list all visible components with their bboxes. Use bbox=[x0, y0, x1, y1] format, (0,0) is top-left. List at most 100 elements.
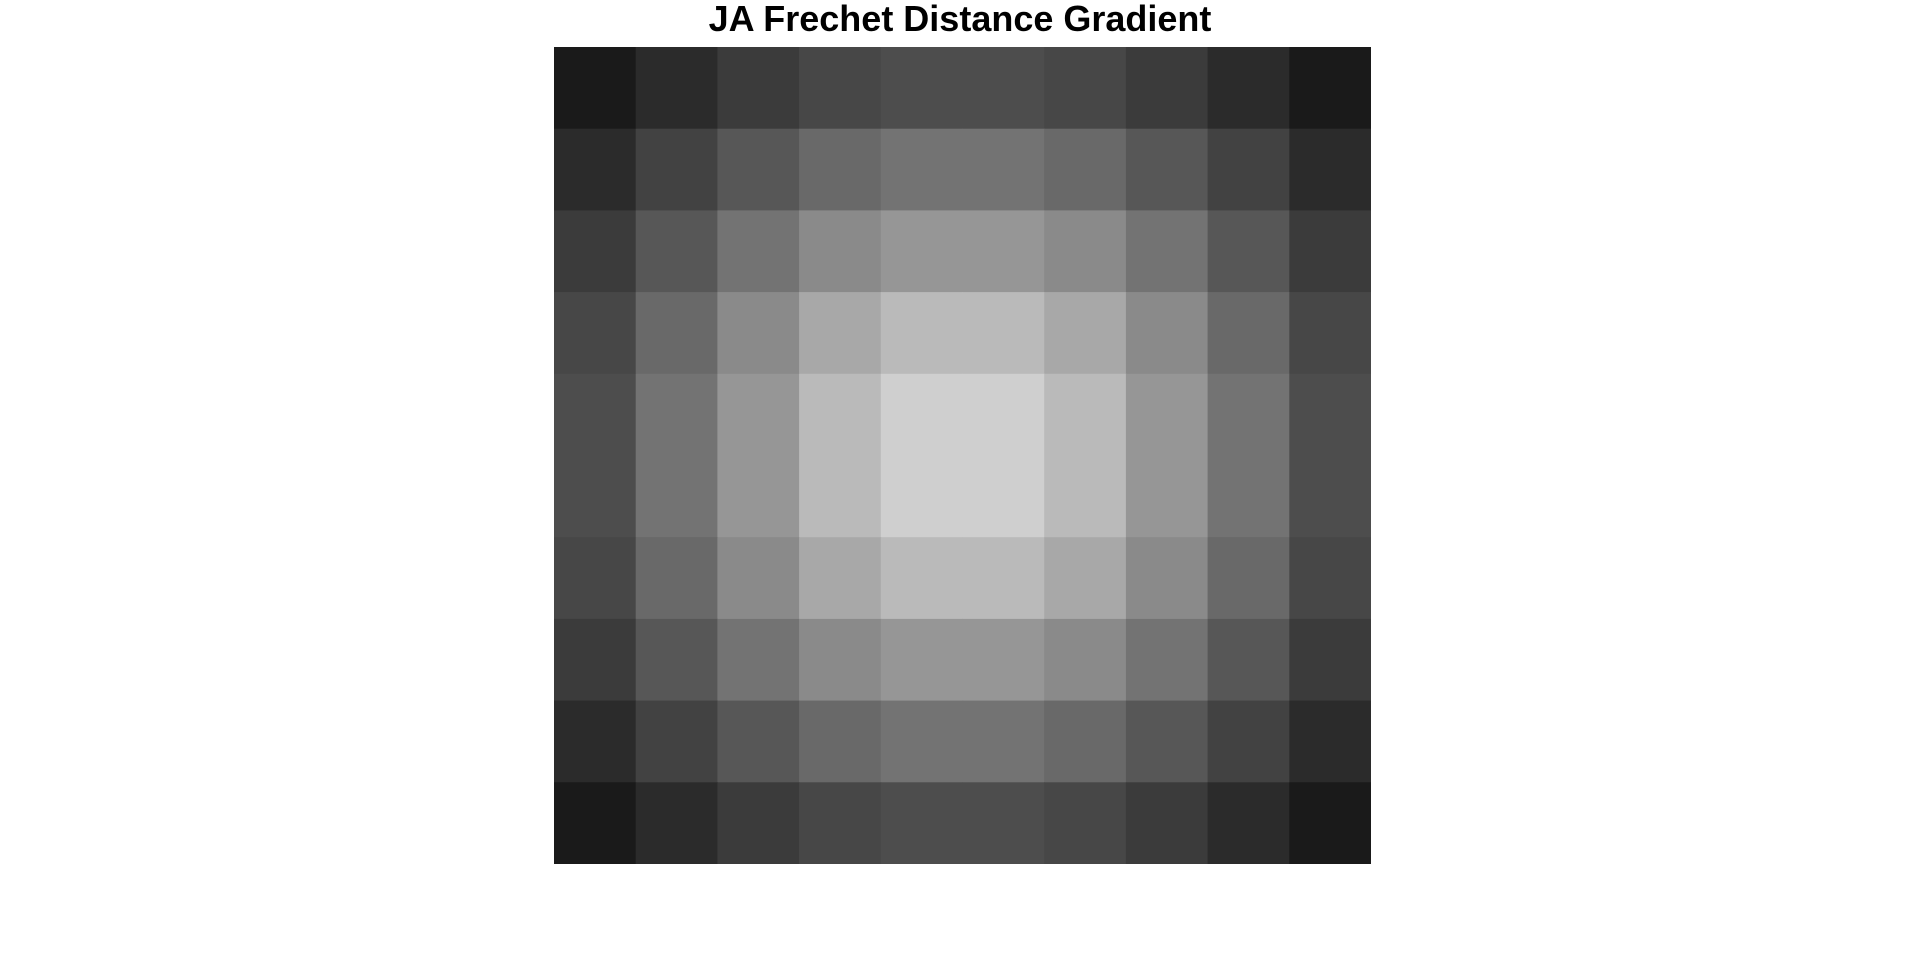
heatmap-cell-r5-c8 bbox=[1125, 373, 1209, 457]
heatmap-cell-r9-c4 bbox=[799, 700, 882, 783]
heatmap-cell-r7-c6 bbox=[962, 537, 1045, 620]
heatmap-cell-r9-c10 bbox=[1289, 700, 1371, 783]
heatmap-cell-r5-c7 bbox=[1044, 373, 1127, 457]
heatmap-cell-r5-c6 bbox=[962, 373, 1045, 457]
heatmap-cell-r5-c5 bbox=[880, 373, 964, 457]
heatmap-cell-r9-c3 bbox=[717, 700, 800, 783]
heatmap-cell-r10-c8 bbox=[1125, 782, 1209, 864]
heatmap-cell-r2-c7 bbox=[1044, 128, 1127, 211]
heatmap-cell-r2-c8 bbox=[1125, 128, 1209, 211]
heatmap-cell-r8-c5 bbox=[880, 618, 964, 702]
heatmap-cell-r3-c3 bbox=[717, 210, 800, 293]
heatmap-cell-r8-c10 bbox=[1289, 618, 1371, 702]
heatmap-cell-r6-c4 bbox=[799, 455, 882, 538]
heatmap-cell-r6-c5 bbox=[880, 455, 964, 538]
heatmap-cell-r6-c10 bbox=[1289, 455, 1371, 538]
heatmap-cell-r2-c3 bbox=[717, 128, 800, 211]
heatmap-cell-r9-c1 bbox=[554, 700, 637, 783]
heatmap-cell-r5-c4 bbox=[799, 373, 882, 457]
heatmap-cell-r6-c1 bbox=[554, 455, 637, 538]
heatmap-cell-r8-c9 bbox=[1207, 618, 1290, 702]
heatmap-cell-r1-c4 bbox=[799, 47, 882, 130]
heatmap-cell-r1-c10 bbox=[1289, 47, 1371, 130]
heatmap-cell-r6-c7 bbox=[1044, 455, 1127, 538]
heatmap-cell-r4-c5 bbox=[880, 292, 964, 375]
heatmap-cell-r1-c1 bbox=[554, 47, 637, 130]
heatmap-cell-r1-c3 bbox=[717, 47, 800, 130]
heatmap-cell-r7-c10 bbox=[1289, 537, 1371, 620]
heatmap-cell-r9-c8 bbox=[1125, 700, 1209, 783]
heatmap-cell-r4-c9 bbox=[1207, 292, 1290, 375]
heatmap-cell-r10-c5 bbox=[880, 782, 964, 864]
heatmap-cell-r1-c9 bbox=[1207, 47, 1290, 130]
heatmap-cell-r9-c6 bbox=[962, 700, 1045, 783]
heatmap-cell-r4-c10 bbox=[1289, 292, 1371, 375]
heatmap-cell-r2-c6 bbox=[962, 128, 1045, 211]
heatmap-cell-r7-c4 bbox=[799, 537, 882, 620]
heatmap-cell-r7-c2 bbox=[635, 537, 718, 620]
heatmap-cell-r6-c9 bbox=[1207, 455, 1290, 538]
heatmap-cell-r5-c3 bbox=[717, 373, 800, 457]
heatmap-cell-r7-c5 bbox=[880, 537, 964, 620]
heatmap-cell-r1-c2 bbox=[635, 47, 718, 130]
heatmap-cell-r3-c2 bbox=[635, 210, 718, 293]
heatmap-cell-r4-c8 bbox=[1125, 292, 1209, 375]
heatmap-cell-r10-c1 bbox=[554, 782, 637, 864]
heatmap-cell-r7-c7 bbox=[1044, 537, 1127, 620]
heatmap-cell-r3-c4 bbox=[799, 210, 882, 293]
heatmap-cell-r10-c4 bbox=[799, 782, 882, 864]
heatmap-cell-r10-c10 bbox=[1289, 782, 1371, 864]
heatmap-cell-r1-c5 bbox=[880, 47, 964, 130]
heatmap-cell-r3-c8 bbox=[1125, 210, 1209, 293]
heatmap-cell-r6-c6 bbox=[962, 455, 1045, 538]
heatmap-cell-r2-c5 bbox=[880, 128, 964, 211]
chart-title: JA Frechet Distance Gradient bbox=[708, 0, 1212, 39]
heatmap-cell-r10-c2 bbox=[635, 782, 718, 864]
heatmap-cell-r10-c9 bbox=[1207, 782, 1290, 864]
heatmap-cell-r9-c2 bbox=[635, 700, 718, 783]
heatmap-cell-r10-c6 bbox=[962, 782, 1045, 864]
heatmap-cell-r4-c3 bbox=[717, 292, 800, 375]
heatmap-cell-r7-c8 bbox=[1125, 537, 1209, 620]
heatmap-cell-r1-c7 bbox=[1044, 47, 1127, 130]
heatmap-cell-r8-c4 bbox=[799, 618, 882, 702]
heatmap-cell-r5-c1 bbox=[554, 373, 637, 457]
heatmap-cell-r4-c2 bbox=[635, 292, 718, 375]
heatmap-cell-r3-c10 bbox=[1289, 210, 1371, 293]
heatmap-cell-r3-c1 bbox=[554, 210, 637, 293]
heatmap-cell-r10-c7 bbox=[1044, 782, 1127, 864]
heatmap-cell-r5-c2 bbox=[635, 373, 718, 457]
heatmap-cell-r8-c7 bbox=[1044, 618, 1127, 702]
heatmap-cell-r8-c8 bbox=[1125, 618, 1209, 702]
heatmap-cell-r8-c1 bbox=[554, 618, 637, 702]
heatmap-cell-r1-c8 bbox=[1125, 47, 1209, 130]
heatmap-cell-r7-c9 bbox=[1207, 537, 1290, 620]
heatmap-cell-r4-c1 bbox=[554, 292, 637, 375]
heatmap-cell-r3-c6 bbox=[962, 210, 1045, 293]
heatmap-cell-r3-c7 bbox=[1044, 210, 1127, 293]
heatmap-cell-r8-c3 bbox=[717, 618, 800, 702]
heatmap-cell-r6-c3 bbox=[717, 455, 800, 538]
heatmap-cell-r6-c8 bbox=[1125, 455, 1209, 538]
heatmap-cell-r4-c6 bbox=[962, 292, 1045, 375]
heatmap-cell-r6-c2 bbox=[635, 455, 718, 538]
heatmap-cell-r4-c4 bbox=[799, 292, 882, 375]
heatmap-cell-r9-c7 bbox=[1044, 700, 1127, 783]
heatmap-cell-r9-c9 bbox=[1207, 700, 1290, 783]
heatmap-cell-r7-c3 bbox=[717, 537, 800, 620]
heatmap-cell-r9-c5 bbox=[880, 700, 964, 783]
heatmap-cell-r7-c1 bbox=[554, 537, 637, 620]
heatmap-cell-r8-c2 bbox=[635, 618, 718, 702]
heatmap-cell-r2-c1 bbox=[554, 128, 637, 211]
heatmap-cell-r2-c2 bbox=[635, 128, 718, 211]
heatmap-cell-r4-c7 bbox=[1044, 292, 1127, 375]
heatmap-cell-r5-c10 bbox=[1289, 373, 1371, 457]
heatmap-cell-r2-c4 bbox=[799, 128, 882, 211]
heatmap-cell-r8-c6 bbox=[962, 618, 1045, 702]
heatmap-cell-r1-c6 bbox=[962, 47, 1045, 130]
heatmap-plot bbox=[554, 47, 1371, 864]
heatmap-cell-r3-c5 bbox=[880, 210, 964, 293]
heatmap-cell-r3-c9 bbox=[1207, 210, 1290, 293]
heatmap-cell-r10-c3 bbox=[717, 782, 800, 864]
